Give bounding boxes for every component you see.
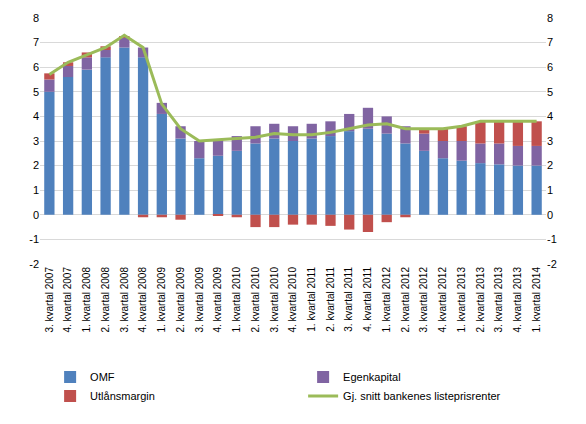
svg-text:3: 3: [33, 135, 39, 147]
svg-text:1. kvartal 2008: 1. kvartal 2008: [81, 267, 92, 333]
svg-text:4: 4: [33, 110, 39, 122]
svg-text:0: 0: [33, 209, 39, 221]
svg-text:2. kvartal 2013: 2. kvartal 2013: [475, 267, 486, 333]
svg-text:1. kvartal 2014: 1. kvartal 2014: [531, 267, 542, 333]
svg-text:1. kvartal 2012: 1. kvartal 2012: [381, 267, 392, 333]
svg-text:3. kvartal 2008: 3. kvartal 2008: [119, 267, 130, 333]
svg-text:2. kvartal 2008: 2. kvartal 2008: [100, 267, 111, 333]
svg-text:4. kvartal 2007: 4. kvartal 2007: [62, 267, 73, 333]
svg-text:-2: -2: [29, 258, 39, 270]
svg-text:1. kvartal 2011: 1. kvartal 2011: [306, 267, 317, 332]
svg-text:4. kvartal 2010: 4. kvartal 2010: [287, 267, 298, 333]
svg-text:3. kvartal 2009: 3. kvartal 2009: [194, 267, 205, 333]
svg-text:3. kvartal 2011: 3. kvartal 2011: [343, 267, 354, 332]
svg-text:2: 2: [33, 159, 39, 171]
svg-text:4. kvartal 2012: 4. kvartal 2012: [437, 267, 448, 333]
svg-text:5: 5: [547, 86, 553, 98]
svg-text:2. kvartal 2012: 2. kvartal 2012: [400, 267, 411, 333]
svg-text:4. kvartal 2008: 4. kvartal 2008: [137, 267, 148, 333]
svg-text:3. kvartal 2010: 3. kvartal 2010: [269, 267, 280, 333]
svg-text:4. kvartal 2011: 4. kvartal 2011: [362, 267, 373, 332]
svg-text:1: 1: [547, 184, 553, 196]
svg-text:1: 1: [33, 184, 39, 196]
svg-text:0: 0: [547, 209, 553, 221]
svg-text:3. kvartal 2012: 3. kvartal 2012: [418, 267, 429, 333]
svg-text:6: 6: [33, 61, 39, 73]
svg-text:4. kvartal 2009: 4. kvartal 2009: [212, 267, 223, 333]
svg-text:6: 6: [547, 61, 553, 73]
svg-text:3: 3: [547, 135, 553, 147]
svg-text:-1: -1: [29, 233, 39, 245]
svg-text:8: 8: [33, 12, 39, 24]
svg-text:7: 7: [33, 36, 39, 48]
svg-text:1. kvartal 2010: 1. kvartal 2010: [231, 267, 242, 333]
svg-text:5: 5: [33, 86, 39, 98]
svg-text:2. kvartal 2009: 2. kvartal 2009: [175, 267, 186, 333]
svg-text:2. kvartal 2010: 2. kvartal 2010: [250, 267, 261, 333]
svg-text:2: 2: [547, 159, 553, 171]
svg-text:2. kvartal 2011: 2. kvartal 2011: [325, 267, 336, 332]
svg-text:3. kvartal 2007: 3. kvartal 2007: [44, 267, 55, 333]
svg-text:8: 8: [547, 12, 553, 24]
svg-text:1. kvartal 2009: 1. kvartal 2009: [156, 267, 167, 333]
svg-text:3. kvartal 2013: 3. kvartal 2013: [493, 267, 504, 333]
svg-text:OMF: OMF: [90, 371, 115, 383]
svg-text:1. kvartal 2013: 1. kvartal 2013: [456, 267, 467, 333]
svg-text:Utlånsmargin: Utlånsmargin: [90, 390, 155, 402]
svg-text:Gj. snitt bankenes listeprisre: Gj. snitt bankenes listeprisrenter: [343, 390, 500, 402]
svg-text:4: 4: [547, 110, 553, 122]
svg-text:-1: -1: [547, 233, 557, 245]
svg-text:7: 7: [547, 36, 553, 48]
svg-text:-2: -2: [547, 258, 557, 270]
svg-text:Egenkapital: Egenkapital: [343, 371, 401, 383]
svg-text:4. kvartal 2013: 4. kvartal 2013: [512, 267, 523, 333]
